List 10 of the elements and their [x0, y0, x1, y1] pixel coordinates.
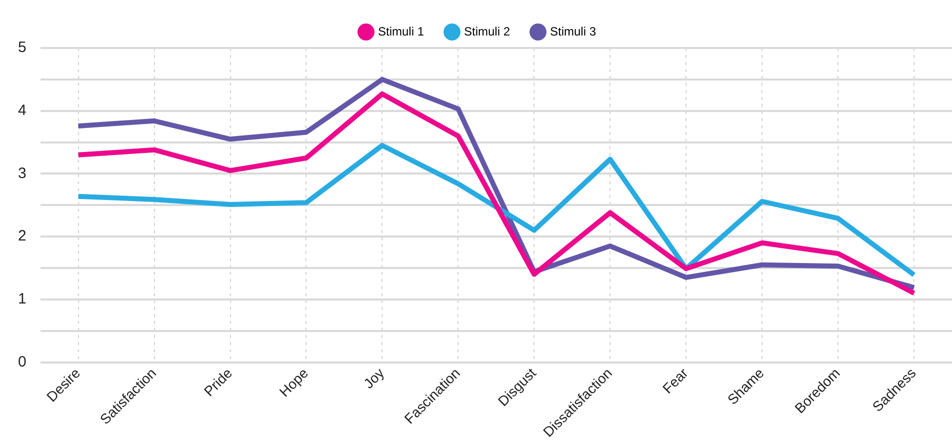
legend-label: Stimuli 3 [550, 24, 596, 38]
y-tick-label: 0 [18, 353, 26, 370]
x-tick-label: Joy [360, 364, 388, 392]
y-tick-label: 3 [18, 164, 26, 182]
legend-label: Stimuli 1 [378, 24, 424, 38]
y-tick-label: 2 [18, 228, 26, 245]
y-tick-label: 5 [18, 39, 26, 56]
y-tick-label: 1 [18, 290, 26, 308]
legend-label: Stimuli 2 [464, 24, 510, 38]
y-tick-label: 4 [18, 102, 26, 119]
